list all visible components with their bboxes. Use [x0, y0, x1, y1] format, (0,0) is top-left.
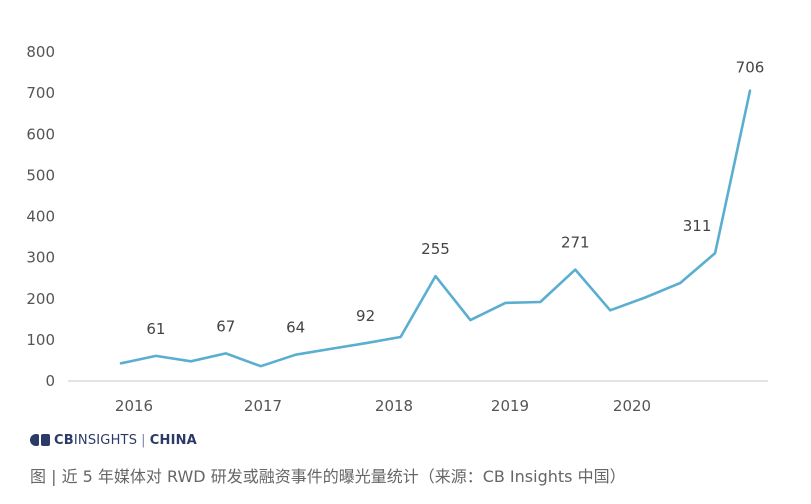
- y-tick-label: 300: [26, 249, 55, 267]
- data-labels: 61 67 64 92 255 271 311 706: [146, 59, 764, 338]
- x-axis-ticks: 2016 2017 2018 2019 2020: [115, 397, 651, 415]
- x-tick-label: 2017: [244, 397, 282, 415]
- data-label: 61: [146, 320, 165, 338]
- y-tick-label: 800: [26, 43, 55, 61]
- data-label: 271: [561, 234, 590, 252]
- data-label: 64: [286, 319, 305, 337]
- y-tick-label: 600: [26, 125, 55, 143]
- x-tick-label: 2016: [115, 397, 153, 415]
- cb-insights-china-logo: CB INSIGHTS | CHINA: [30, 431, 197, 449]
- figure-caption: 图 | 近 5 年媒体对 RWD 研发或融资事件的曝光量统计（来源：CB Ins…: [30, 467, 626, 486]
- logo-china-text: CHINA: [149, 432, 197, 448]
- x-tick-label: 2020: [613, 397, 651, 415]
- data-label: 255: [421, 240, 450, 258]
- y-tick-label: 700: [26, 84, 55, 102]
- logo-insights-text: INSIGHTS: [73, 432, 138, 448]
- y-tick-label: 100: [26, 331, 55, 349]
- x-tick-label: 2018: [375, 397, 413, 415]
- data-label: 92: [356, 307, 375, 325]
- y-tick-label: 400: [26, 208, 55, 226]
- x-tick-label: 2019: [491, 397, 529, 415]
- logo-cb-text: CB: [54, 432, 74, 448]
- cb-logo-icon: [30, 434, 50, 446]
- y-axis-ticks: 0 100 200 300 400 500 600 700 800: [26, 43, 55, 390]
- data-label: 706: [736, 59, 765, 77]
- y-tick-label: 200: [26, 290, 55, 308]
- logo-separator: |: [141, 432, 146, 448]
- data-label: 311: [683, 217, 712, 235]
- y-tick-label: 500: [26, 166, 55, 184]
- data-label: 67: [216, 317, 235, 335]
- series-line: [119, 89, 752, 368]
- y-tick-label: 0: [45, 372, 55, 390]
